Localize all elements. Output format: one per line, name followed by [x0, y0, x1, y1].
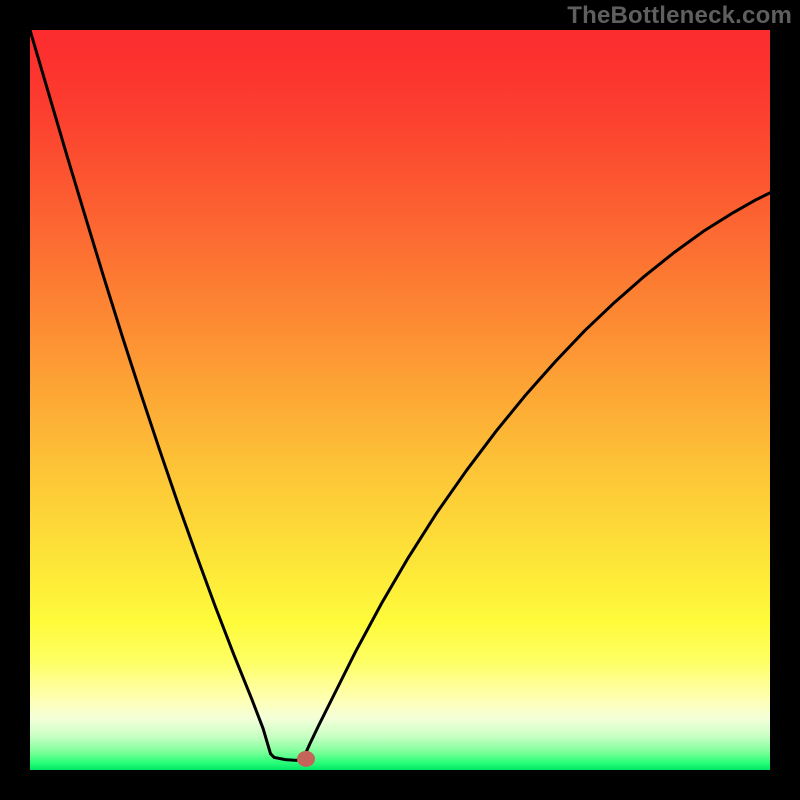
chart-container: TheBottleneck.com	[0, 0, 800, 800]
gradient-background	[30, 30, 770, 770]
bottleneck-chart	[0, 0, 800, 800]
watermark-text: TheBottleneck.com	[567, 2, 792, 30]
optimum-marker	[297, 751, 315, 767]
